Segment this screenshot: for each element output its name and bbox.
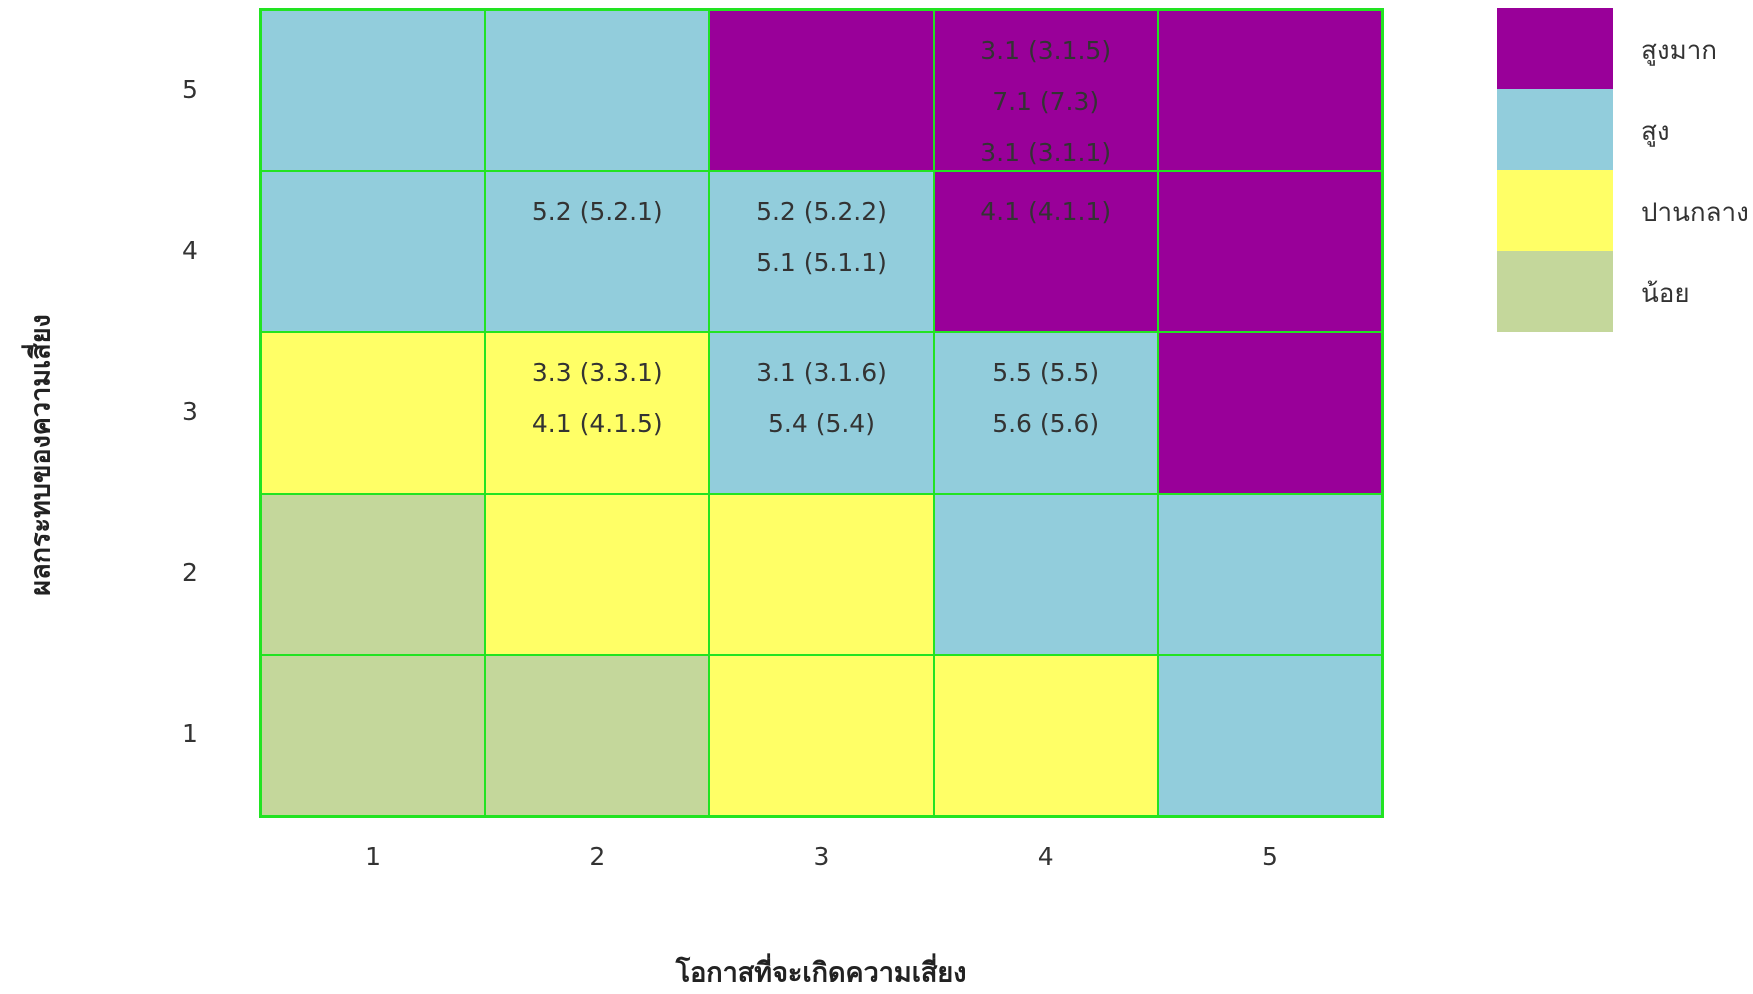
risk-cell [1157, 171, 1382, 333]
risk-cell [1157, 654, 1382, 816]
y-tick-label: 4 [182, 235, 198, 265]
risk-cell [261, 171, 486, 333]
risk-cell [709, 493, 934, 655]
risk-item-label: 4.1 (4.1.5) [531, 409, 663, 439]
risk-item-label: 5.5 (5.5) [992, 358, 1100, 388]
risk-item-label: 3.1 (3.1.1) [980, 138, 1112, 167]
risk-cell [485, 10, 710, 172]
x-tick-label: 3 [813, 842, 830, 871]
legend-swatch [1497, 170, 1613, 251]
x-tick-label: 5 [1261, 842, 1278, 871]
risk-cell [933, 654, 1158, 816]
risk-cell [261, 332, 486, 494]
legend-swatch [1497, 251, 1613, 332]
risk-cell [261, 493, 486, 655]
risk-item-label: 5.2 (5.2.1) [531, 197, 663, 227]
x-axis-label: โอกาสที่จะเกิดความเสี่ยง [675, 957, 967, 989]
y-tick-label: 2 [182, 558, 198, 588]
risk-cell [709, 10, 934, 172]
risk-item-label: 7.1 (7.3) [992, 87, 1100, 116]
risk-item-label: 5.2 (5.2.2) [756, 197, 887, 227]
risk-item-label: 3.1 (3.1.6) [756, 358, 887, 388]
y-tick-label: 3 [182, 397, 198, 426]
x-tick-label: 4 [1037, 842, 1054, 871]
risk-cell: 3.1 (3.1.6) 5.4 (5.4) [709, 332, 934, 494]
risk-cell [485, 654, 710, 816]
risk-cell: 3.3 (3.3.1) 4.1 (4.1.5) [485, 332, 710, 494]
risk-cell [261, 654, 486, 816]
risk-cell [1157, 10, 1382, 172]
y-axis-label: ผลกระทบของความเสี่ยง [25, 314, 57, 596]
x-tick-label: 2 [589, 842, 606, 871]
risk-item-label: 3.1 (3.1.5) [980, 36, 1112, 65]
risk-cell [1157, 332, 1382, 494]
risk-cell [261, 10, 486, 172]
legend-label: ปานกลาง [1641, 198, 1749, 228]
risk-item-label: 5.4 (5.4) [767, 409, 875, 439]
risk-cell: 5.2 (5.2.1) [485, 171, 710, 333]
y-tick-label: 1 [182, 719, 198, 749]
legend-swatch [1497, 89, 1613, 170]
legend-label: สูงมาก [1641, 36, 1718, 66]
risk-cell: 3.1 (3.1.5) 7.1 (7.3) 3.1 (3.1.1) [933, 10, 1158, 172]
risk-cell [1157, 493, 1382, 655]
risk-cell [485, 493, 710, 655]
risk-item-label: 5.6 (5.6) [992, 409, 1100, 439]
risk-matrix-grid: 3.1 (3.1.5) 7.1 (7.3) 3.1 (3.1.1) 5.2 (5.2.… [259, 8, 1384, 818]
y-tick-label: 5 [182, 74, 198, 104]
legend-swatch [1497, 8, 1613, 89]
risk-item-label: 3.3 (3.3.1) [531, 358, 663, 388]
risk-cell: 4.1 (4.1.1) [933, 171, 1158, 333]
risk-cell [933, 493, 1158, 655]
legend-label: น้อย [1641, 279, 1690, 309]
risk-cell: 5.5 (5.5) 5.6 (5.6) [933, 332, 1158, 494]
legend-label: สูง [1641, 117, 1670, 147]
risk-item-label: 5.1 (5.1.1) [756, 248, 887, 278]
risk-cell [709, 654, 934, 816]
risk-cell: 5.2 (5.2.2) 5.1 (5.1.1) [709, 171, 934, 333]
x-tick-label: 1 [365, 842, 382, 871]
risk-item-label: 4.1 (4.1.1) [980, 197, 1112, 227]
